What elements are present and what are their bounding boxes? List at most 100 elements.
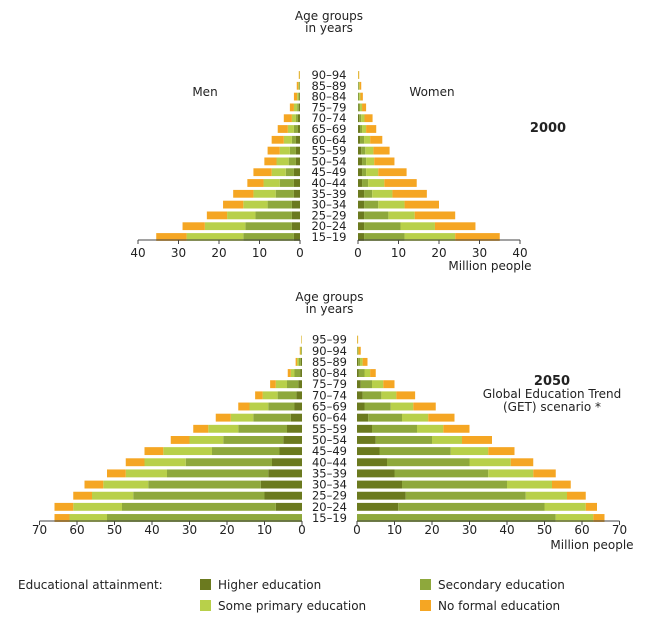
- men-x-tick-label: 40: [130, 246, 145, 260]
- bar-women-secondary-55–59: [361, 146, 366, 155]
- bar-women-higher-30–34: [358, 200, 365, 209]
- bar-women-primary-20–24: [544, 502, 586, 511]
- bar-men-secondary-35–39: [167, 469, 269, 478]
- age-group-label: 50–54: [311, 154, 346, 168]
- legend-swatch-none: [420, 600, 431, 611]
- bar-women-higher-20–24: [357, 502, 399, 511]
- men-x-tick-label: 50: [107, 523, 122, 537]
- bar-women-none-60–64: [370, 135, 383, 144]
- bar-men-none-15–19: [54, 514, 70, 522]
- bar-men-none-25–29: [206, 211, 228, 220]
- center-axis-title: in years: [305, 21, 353, 35]
- bar-men-higher-80–84: [299, 92, 300, 101]
- bar-women-higher-55–59: [358, 146, 362, 155]
- bar-men-secondary-45–49: [285, 168, 294, 177]
- age-group-label: 30–34: [312, 478, 347, 492]
- bar-men-higher-30–34: [291, 200, 300, 209]
- bar-men-none-75–79: [289, 103, 294, 112]
- legend-swatch-primary: [200, 600, 211, 611]
- age-group-label: 40–44: [311, 176, 346, 190]
- center-axis-title: Age groups: [295, 9, 363, 23]
- bar-women-primary-85–89: [358, 81, 360, 90]
- bar-women-higher-85–89: [357, 357, 359, 366]
- age-group-label: 75–79: [311, 100, 346, 114]
- bar-women-secondary-45–49: [362, 168, 367, 177]
- bar-men-primary-50–54: [276, 157, 289, 166]
- bar-women-secondary-15–19: [364, 233, 405, 241]
- men-x-tick-label: 0: [296, 246, 304, 260]
- bar-women-higher-35–39: [357, 469, 395, 478]
- bar-men-none-50–54: [264, 157, 277, 166]
- bar-women-none-70–74: [396, 391, 416, 400]
- age-group-label: 85–89: [311, 79, 346, 93]
- bar-women-primary-60–64: [364, 135, 371, 144]
- bar-women-secondary-75–79: [358, 103, 361, 112]
- bar-women-primary-30–34: [507, 480, 552, 489]
- bar-women-primary-75–79: [360, 103, 363, 112]
- age-group-label: 70–74: [312, 388, 347, 402]
- bar-men-secondary-60–64: [291, 135, 296, 144]
- bar-men-none-80–84: [287, 369, 291, 377]
- bar-men-higher-40–44: [272, 458, 302, 467]
- bar-men-higher-30–34: [260, 480, 302, 489]
- bar-men-none-85–89: [296, 81, 299, 90]
- bar-men-secondary-15–19: [243, 233, 294, 241]
- bar-women-none-50–54: [462, 436, 492, 444]
- bar-men-primary-80–84: [290, 369, 295, 377]
- bar-women-primary-70–74: [381, 391, 397, 400]
- bar-women-none-90–94: [358, 71, 360, 79]
- bar-women-secondary-70–74: [362, 391, 382, 400]
- bar-men-higher-35–39: [293, 189, 300, 198]
- bar-women-secondary-50–54: [362, 157, 367, 166]
- bar-women-none-35–39: [392, 189, 427, 198]
- bar-men-higher-75–79: [298, 380, 302, 389]
- age-group-label: 30–34: [311, 198, 346, 212]
- bar-women-secondary-30–34: [402, 480, 507, 489]
- men-x-tick-label: 70: [32, 523, 47, 537]
- bar-women-none-80–84: [360, 92, 363, 101]
- bar-men-higher-45–49: [279, 447, 302, 456]
- age-group-label: 75–79: [312, 377, 347, 391]
- bar-men-primary-70–74: [262, 391, 278, 400]
- bar-men-primary-60–64: [283, 135, 292, 144]
- bar-women-none-50–54: [374, 157, 395, 166]
- bar-men-primary-20–24: [73, 502, 122, 511]
- bar-men-none-30–34: [223, 200, 244, 209]
- legend-label-secondary: Secondary education: [438, 578, 565, 592]
- women-x-tick-label: 10: [391, 246, 406, 260]
- bar-women-primary-80–84: [359, 92, 361, 101]
- bar-men-none-55–59: [193, 424, 209, 433]
- bar-men-none-60–64: [215, 413, 231, 422]
- bar-women-higher-60–64: [357, 413, 369, 422]
- men-x-tick-label: 40: [144, 523, 159, 537]
- bar-men-none-70–74: [283, 114, 292, 123]
- bar-women-none-30–34: [552, 480, 571, 489]
- age-group-label: 40–44: [312, 455, 347, 469]
- bar-men-none-50–54: [170, 436, 190, 444]
- bar-men-primary-70–74: [291, 114, 296, 123]
- bar-men-primary-45–49: [163, 447, 212, 456]
- bar-women-none-45–49: [378, 168, 407, 177]
- bar-women-primary-25–29: [525, 491, 567, 500]
- women-x-tick-label: 20: [431, 246, 446, 260]
- bar-women-none-30–34: [404, 200, 439, 209]
- men-label: Men: [192, 85, 217, 99]
- bar-women-secondary-40–44: [387, 458, 470, 467]
- bar-men-none-90–94: [299, 346, 301, 355]
- age-group-label: 45–49: [311, 165, 346, 179]
- bar-women-none-25–29: [567, 491, 586, 500]
- bar-women-none-15–19: [593, 514, 605, 522]
- bar-men-primary-55–59: [208, 424, 239, 433]
- women-label: Women: [409, 85, 454, 99]
- bar-women-higher-50–54: [357, 436, 376, 444]
- bar-women-higher-65–69: [357, 402, 365, 411]
- men-x-tick-label: 0: [298, 523, 306, 537]
- bar-men-higher-40–44: [293, 179, 300, 187]
- bar-men-primary-45–49: [271, 168, 286, 177]
- bar-women-primary-50–54: [366, 157, 375, 166]
- bar-men-higher-25–29: [264, 491, 302, 500]
- bar-men-secondary-45–49: [212, 447, 280, 456]
- age-group-label: 80–84: [312, 366, 347, 380]
- bar-women-secondary-15–19: [357, 514, 556, 522]
